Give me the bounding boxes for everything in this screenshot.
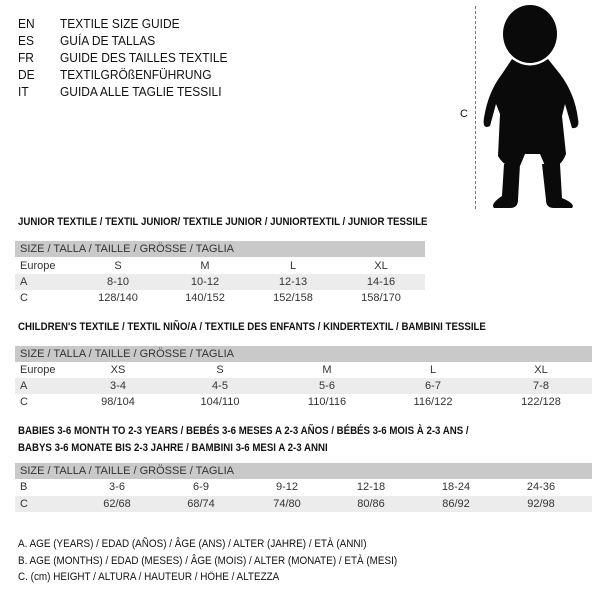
table-row: Europe S M L XL — [15, 258, 425, 274]
cell: 116/122 — [413, 396, 453, 408]
cell: 128/140 — [98, 292, 138, 304]
table-header: SIZE / TALLA / TAILLE / GRÖSSE / TAGLIA — [15, 346, 592, 362]
cell: 3-6 — [109, 481, 125, 493]
cell: 62/68 — [103, 498, 131, 510]
cell: 8-10 — [106, 276, 130, 288]
cell: S — [216, 364, 224, 376]
height-line — [475, 6, 476, 209]
cell: 18-24 — [441, 481, 471, 493]
lang-title: TEXTILGRÖßENFÜHRUNG — [60, 67, 212, 82]
cell: 12-18 — [356, 481, 386, 493]
lang-code: EN — [18, 16, 35, 31]
cell: 4-5 — [212, 380, 228, 392]
cell: 110/116 — [307, 396, 347, 408]
table-header: SIZE / TALLA / TAILLE / GRÖSSE / TAGLIA — [15, 463, 592, 479]
cell: 122/128 — [521, 396, 561, 408]
row-label: C — [20, 498, 28, 510]
lang-code: IT — [18, 84, 29, 99]
table-header: SIZE / TALLA / TAILLE / GRÖSSE / TAGLIA — [15, 241, 425, 257]
table-row: C 62/68 68/74 74/80 80/86 86/92 92/98 — [15, 496, 592, 512]
measure-label: C — [460, 108, 468, 120]
cell: 6-7 — [425, 380, 441, 392]
cell: 7-8 — [533, 380, 549, 392]
row-label: Europe — [20, 364, 56, 376]
cell: 14-16 — [366, 276, 396, 288]
table-row: A 8-10 10-12 12-13 14-16 — [15, 274, 425, 290]
cell: L — [289, 260, 297, 272]
cell: 6-9 — [193, 481, 209, 493]
cell: S — [114, 260, 122, 272]
row-label: A — [20, 380, 28, 392]
cell: XS — [110, 364, 126, 376]
legend-item: B. AGE (MONTHS) / EDAD (MESES) / ÂGE (MO… — [18, 555, 398, 567]
lang-title: GUIDA ALLE TAGLIE TESSILI — [60, 84, 222, 99]
cell: 158/170 — [361, 292, 401, 304]
cell: XL — [534, 364, 548, 376]
table-row: A 3-4 4-5 5-6 6-7 7-8 — [15, 378, 592, 394]
row-label: A — [20, 276, 28, 288]
cell: 9-12 — [275, 481, 299, 493]
row-label: C — [20, 396, 28, 408]
lang-code: ES — [18, 33, 34, 48]
cell: 98/104 — [101, 396, 135, 408]
lang-code: FR — [18, 50, 34, 65]
cell: 12-13 — [278, 276, 308, 288]
cell: 80/86 — [357, 498, 385, 510]
baby-silhouette-icon — [483, 5, 579, 208]
section-title: CHILDREN'S TEXTILE / TEXTIL NIÑO/A / TEX… — [18, 321, 486, 333]
table-row: Europe XS S M L XL — [15, 362, 592, 378]
section-title: BABIES 3-6 MONTH TO 2-3 YEARS / BEBÉS 3-… — [18, 425, 469, 437]
table-row: B 3-6 6-9 9-12 12-18 18-24 24-36 — [15, 479, 592, 495]
cell: 24-36 — [526, 481, 556, 493]
lang-title: TEXTILE SIZE GUIDE — [60, 16, 180, 31]
cell: 3-4 — [110, 380, 126, 392]
row-label: Europe — [20, 260, 56, 272]
cell: XL — [374, 260, 388, 272]
cell: 152/158 — [273, 292, 313, 304]
cell: 10-12 — [190, 276, 220, 288]
cell: 104/110 — [200, 396, 240, 408]
legend-item: A. AGE (YEARS) / EDAD (AÑOS) / ÂGE (ANS)… — [18, 538, 367, 550]
section-title: BABYS 3-6 MONATE BIS 2-3 JAHRE / BAMBINI… — [18, 442, 328, 454]
cell: M — [200, 260, 210, 272]
legend-item: C. (cm) HEIGHT / ALTURA / HAUTEUR / HÖHE… — [18, 571, 280, 583]
cell: M — [322, 364, 332, 376]
cell: 86/92 — [442, 498, 470, 510]
cell: L — [429, 364, 437, 376]
cell: 140/152 — [185, 292, 225, 304]
section-title: JUNIOR TEXTILE / TEXTIL JUNIOR/ TEXTILE … — [18, 216, 428, 228]
lang-code: DE — [18, 67, 35, 82]
lang-title: GUIDE DES TAILLES TEXTILE — [60, 50, 228, 65]
lang-title: GUÍA DE TALLAS — [60, 33, 156, 48]
cell: 74/80 — [273, 498, 301, 510]
row-label: B — [20, 481, 28, 493]
cell: 92/98 — [527, 498, 555, 510]
table-row: C 128/140 140/152 152/158 158/170 — [15, 290, 425, 306]
table-row: C 98/104 104/110 110/116 116/122 122/128 — [15, 394, 592, 410]
cell: 68/74 — [187, 498, 215, 510]
cell: 5-6 — [319, 380, 335, 392]
row-label: C — [20, 292, 28, 304]
